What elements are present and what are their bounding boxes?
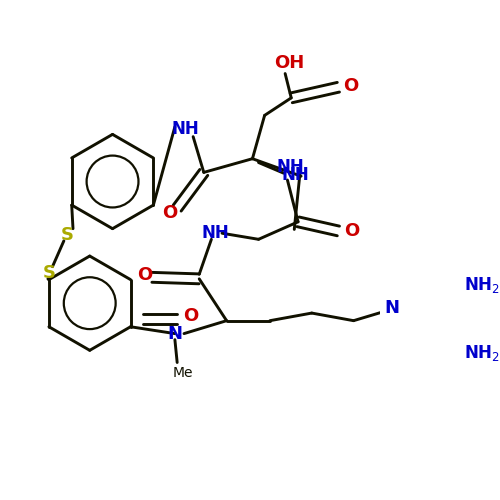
Text: O: O [344, 222, 359, 240]
Text: Me: Me [172, 366, 193, 380]
Text: N: N [168, 324, 182, 342]
Text: NH: NH [281, 166, 309, 184]
Text: O: O [137, 266, 152, 284]
Text: O: O [343, 76, 358, 94]
Text: S: S [60, 226, 74, 244]
Text: S: S [43, 264, 56, 282]
Text: NH: NH [276, 158, 304, 176]
Text: N: N [384, 298, 399, 316]
Text: NH$_2$: NH$_2$ [464, 275, 500, 295]
Text: NH: NH [172, 120, 200, 138]
Text: NH: NH [202, 224, 229, 242]
Text: NH$_2$: NH$_2$ [464, 342, 500, 362]
Text: O: O [183, 308, 198, 326]
Text: OH: OH [274, 54, 304, 72]
Text: O: O [162, 204, 177, 222]
